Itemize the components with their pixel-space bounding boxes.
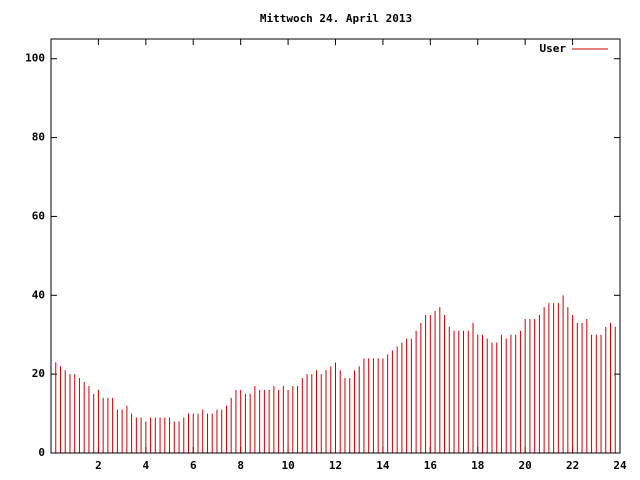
x-tick-label: 22 (566, 459, 579, 472)
x-tick-label: 20 (519, 459, 532, 472)
x-tick-label: 14 (376, 459, 390, 472)
x-tick-label: 4 (143, 459, 150, 472)
y-tick-label: 80 (32, 131, 45, 144)
chart-title: Mittwoch 24. April 2013 (260, 12, 412, 25)
y-tick-label: 100 (25, 52, 45, 65)
x-tick-label: 10 (281, 459, 294, 472)
x-tick-label: 12 (329, 459, 342, 472)
x-tick-label: 8 (237, 459, 244, 472)
y-tick-label: 40 (32, 288, 45, 301)
x-tick-label: 16 (424, 459, 438, 472)
x-tick-label: 18 (471, 459, 484, 472)
legend-label: User (540, 42, 567, 55)
y-tick-label: 20 (32, 367, 45, 380)
x-tick-label: 24 (613, 459, 627, 472)
y-tick-label: 0 (38, 446, 45, 459)
plot-frame (50, 38, 621, 454)
y-tick-label: 60 (32, 209, 45, 222)
x-tick-label: 6 (190, 459, 197, 472)
x-tick-label: 2 (95, 459, 102, 472)
